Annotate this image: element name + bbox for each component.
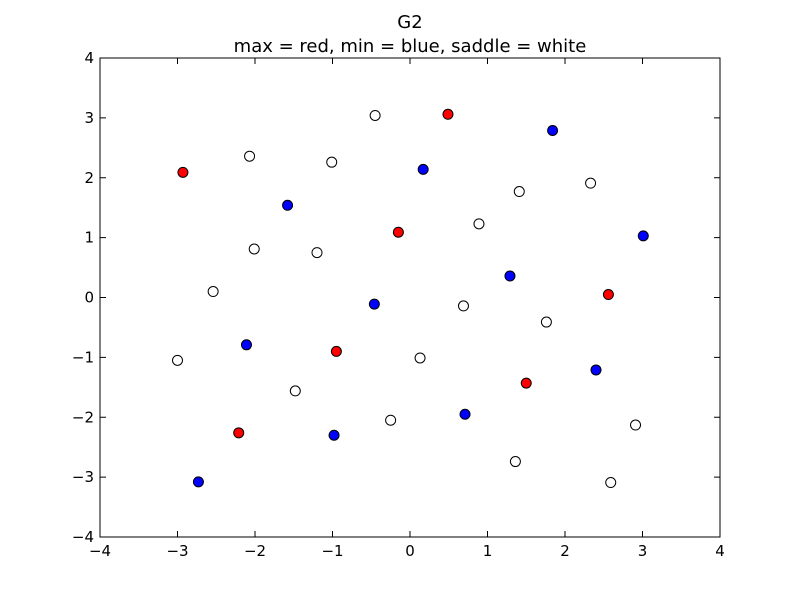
y-tick-label: −3 bbox=[72, 468, 94, 486]
saddle-point bbox=[457, 300, 469, 312]
saddle-point bbox=[585, 177, 597, 189]
saddle-point bbox=[172, 354, 183, 366]
max-point bbox=[392, 226, 404, 238]
saddle-point bbox=[207, 286, 219, 298]
saddle-point bbox=[385, 414, 397, 426]
min-point bbox=[282, 199, 294, 211]
min-point bbox=[240, 339, 252, 351]
y-tick-label: −1 bbox=[72, 348, 94, 366]
saddle-point bbox=[244, 150, 256, 162]
max-point bbox=[520, 377, 532, 389]
saddle-point bbox=[311, 247, 323, 259]
x-tick-label: −2 bbox=[244, 542, 266, 560]
saddle-point bbox=[369, 109, 381, 121]
axis-ticks: −4 −3 −2 −1 0 1 2 3 4 −4 −3 −2 −1 0 1 2 3 4 bbox=[72, 49, 725, 560]
x-tick-label: 2 bbox=[560, 542, 570, 560]
max-point bbox=[233, 427, 245, 439]
max-point bbox=[330, 345, 342, 357]
max-point bbox=[602, 289, 614, 301]
x-tick-label: 0 bbox=[405, 542, 415, 560]
saddle-point bbox=[414, 352, 426, 364]
saddle-point bbox=[605, 477, 617, 489]
min-point bbox=[328, 429, 340, 441]
x-tick-label: −1 bbox=[321, 542, 343, 560]
y-tick-label: 2 bbox=[84, 169, 94, 187]
data-points bbox=[172, 108, 649, 489]
y-tick-label: −2 bbox=[72, 408, 94, 426]
saddle-point bbox=[326, 156, 338, 168]
min-point bbox=[547, 124, 559, 136]
x-tick-label: 4 bbox=[715, 542, 725, 560]
min-point bbox=[192, 476, 204, 488]
saddle-point bbox=[540, 316, 552, 328]
y-tick-label: 4 bbox=[84, 49, 94, 67]
min-point bbox=[459, 408, 471, 420]
min-point bbox=[368, 298, 380, 310]
x-tick-label: 3 bbox=[638, 542, 648, 560]
x-tick-label: −4 bbox=[89, 542, 111, 560]
y-tick-label: 3 bbox=[84, 109, 94, 127]
max-point bbox=[177, 166, 189, 178]
x-tick-label: 1 bbox=[483, 542, 493, 560]
y-tick-label: 0 bbox=[84, 289, 94, 307]
y-tick-label: 1 bbox=[84, 229, 94, 247]
saddle-point bbox=[248, 243, 260, 255]
max-point bbox=[442, 108, 454, 120]
min-point bbox=[417, 163, 429, 175]
plot-frame bbox=[99, 57, 721, 538]
chart-subtitle: max = red, min = blue, saddle = white bbox=[234, 36, 587, 57]
y-tick-label: −4 bbox=[72, 528, 94, 546]
saddle-point bbox=[289, 385, 301, 397]
chart-title: G2 bbox=[397, 12, 422, 33]
plot-area bbox=[100, 58, 720, 537]
min-point bbox=[637, 230, 649, 242]
x-tick-label: −3 bbox=[166, 542, 188, 560]
min-point bbox=[590, 364, 602, 376]
saddle-point bbox=[509, 456, 521, 468]
saddle-point bbox=[513, 186, 525, 198]
saddle-point bbox=[630, 419, 642, 431]
min-point bbox=[504, 270, 516, 282]
saddle-point bbox=[473, 218, 485, 230]
